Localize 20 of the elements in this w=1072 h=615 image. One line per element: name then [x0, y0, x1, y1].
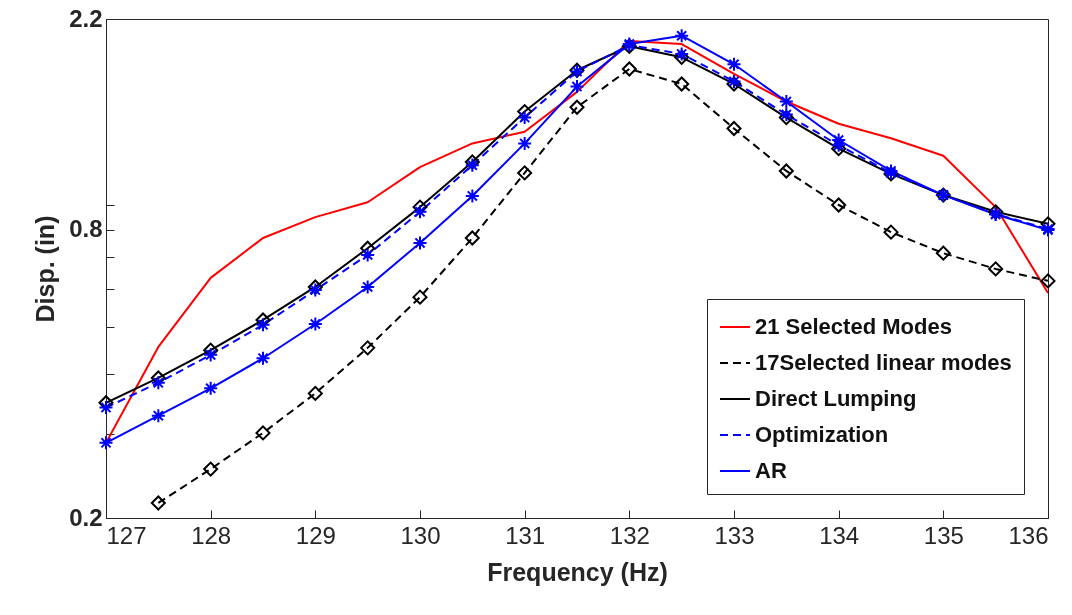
y-tick-label: 0.2 [69, 503, 103, 531]
legend-label: 21 Selected Modes [755, 314, 952, 339]
x-tick-label: 134 [819, 521, 860, 549]
legend-label: Direct Lumping [755, 386, 917, 411]
x-tick-label: 130 [400, 521, 441, 549]
y-tick-label: 2.2 [69, 4, 103, 32]
x-tick-label: 128 [191, 521, 232, 549]
x-tick-label: 133 [714, 521, 755, 549]
x-tick-label: 127 [106, 521, 147, 549]
x-tick-label: 129 [295, 521, 336, 549]
y-tick-label: 0.8 [69, 215, 103, 243]
legend-label: AR [755, 458, 787, 483]
y-axis-title: Disp. (in) [31, 215, 60, 323]
x-tick-label: 136 [1008, 521, 1049, 549]
x-axis-title: Frequency (Hz) [487, 557, 668, 586]
x-tick-label: 132 [609, 521, 650, 549]
legend-label: 17Selected linear modes [755, 350, 1012, 375]
x-tick-label: 135 [923, 521, 964, 549]
legend-label: Optimization [755, 422, 889, 447]
x-tick-label: 131 [505, 521, 546, 549]
